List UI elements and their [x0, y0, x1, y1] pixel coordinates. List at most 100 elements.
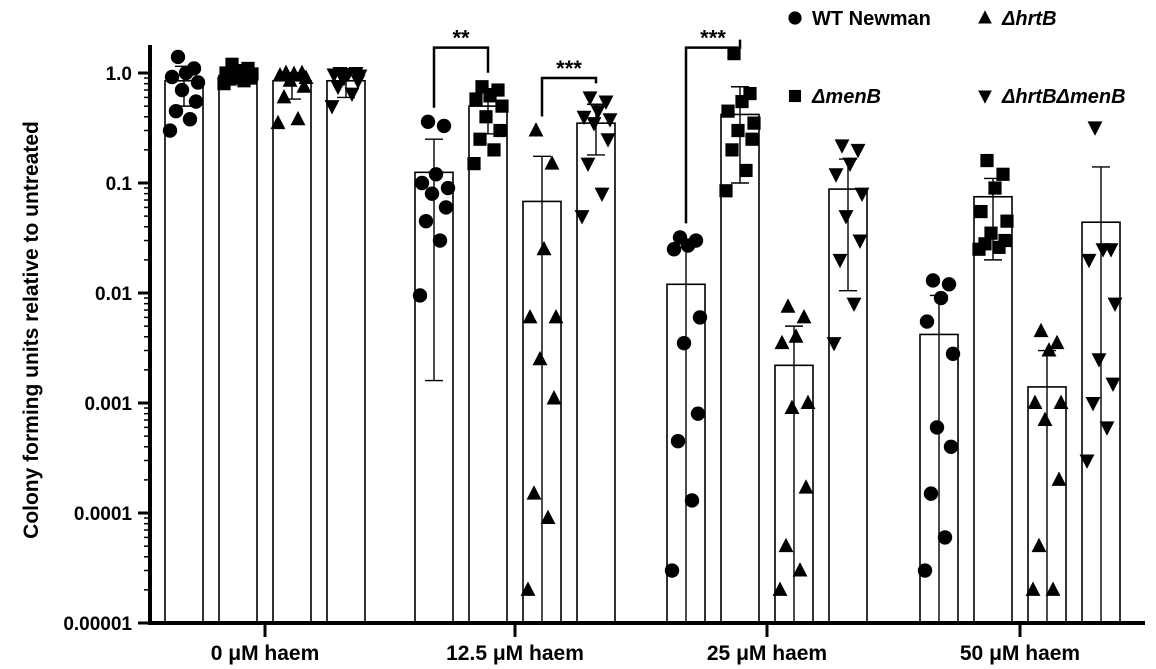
data-point	[974, 204, 988, 219]
data-point	[576, 110, 592, 126]
data-point	[440, 180, 456, 196]
data-point	[190, 75, 206, 90]
legend-marker	[788, 11, 802, 25]
data-point	[1049, 334, 1065, 350]
data-point	[1000, 214, 1014, 228]
data-point	[1087, 121, 1103, 136]
legend-label: ΔhrtBΔmenB	[1001, 86, 1126, 108]
bar	[720, 113, 760, 624]
data-point	[270, 114, 286, 130]
data-point	[980, 153, 994, 168]
data-point	[1025, 581, 1041, 596]
data-point	[420, 114, 436, 130]
data-point	[838, 210, 854, 225]
data-point	[428, 167, 444, 182]
data-point	[414, 175, 430, 191]
data-point	[772, 581, 788, 596]
data-point	[546, 390, 562, 405]
data-point	[479, 110, 493, 124]
data-point	[996, 167, 1010, 181]
data-point	[296, 78, 312, 93]
data-point	[692, 310, 708, 325]
data-point	[919, 314, 935, 329]
data-point	[467, 157, 481, 171]
y-tick-label: 0.0001	[74, 504, 133, 525]
data-point	[582, 91, 598, 106]
data-point	[676, 335, 692, 351]
data-point	[526, 485, 542, 500]
data-point	[1037, 411, 1053, 427]
data-point	[162, 123, 178, 138]
data-point	[344, 87, 360, 102]
data-point	[998, 233, 1012, 248]
significance-annotations: ********	[432, 26, 742, 224]
significance-label: ***	[700, 26, 726, 51]
significance-label: **	[452, 26, 470, 51]
data-point	[278, 64, 294, 79]
data-point	[586, 117, 602, 132]
y-tick-label: 0.1	[106, 174, 133, 195]
data-point	[540, 509, 556, 525]
data-point	[225, 57, 239, 71]
data-point	[796, 309, 812, 324]
x-tick-label: 12.5 μM haem	[446, 642, 584, 665]
data-point	[600, 133, 616, 148]
data-point	[834, 139, 850, 154]
data-point	[520, 581, 536, 596]
data-point	[1031, 537, 1047, 553]
data-point	[495, 99, 509, 113]
data-point	[174, 82, 190, 98]
legend-marker	[978, 90, 992, 104]
data-point	[491, 83, 505, 97]
data-point	[798, 479, 814, 494]
data-point	[1081, 253, 1097, 269]
data-point	[1105, 377, 1121, 393]
data-point	[182, 112, 198, 127]
data-point	[348, 67, 364, 82]
data-point	[1045, 581, 1061, 596]
data-point	[188, 94, 204, 109]
data-point	[743, 86, 757, 101]
legend-label: ΔmenB	[811, 86, 881, 108]
data-point	[276, 89, 292, 104]
data-point	[792, 562, 808, 577]
bar	[576, 122, 616, 624]
data-point	[945, 346, 961, 362]
data-point	[469, 92, 483, 106]
data-point	[1107, 297, 1123, 313]
data-point	[731, 123, 745, 138]
significance-bracket	[684, 39, 742, 224]
data-point	[1085, 397, 1101, 412]
data-point	[725, 143, 739, 157]
data-point	[727, 47, 741, 61]
data-point	[424, 186, 440, 201]
data-point	[923, 486, 939, 501]
legend-marker	[788, 89, 802, 103]
data-point	[602, 113, 618, 128]
data-point	[1091, 353, 1107, 368]
y-axis-title-group: Colony forming units relative to untreat…	[20, 121, 43, 539]
data-point	[826, 337, 842, 352]
significance-label: ***	[556, 56, 582, 81]
data-point	[688, 233, 704, 248]
data-point	[828, 168, 844, 183]
data-point	[574, 210, 590, 225]
bar	[272, 79, 312, 624]
data-point	[988, 181, 1002, 195]
data-point	[164, 69, 180, 85]
data-point	[854, 187, 870, 203]
data-point	[186, 61, 202, 76]
data-point	[548, 309, 564, 324]
data-point	[590, 105, 606, 120]
data-point	[747, 116, 761, 130]
data-point	[1041, 342, 1057, 357]
data-point	[842, 157, 858, 173]
data-point	[324, 100, 340, 115]
legend-marker	[978, 10, 992, 24]
data-point	[536, 240, 552, 256]
data-point	[412, 288, 428, 303]
data-point	[432, 233, 448, 248]
data-point	[984, 226, 998, 240]
data-point	[721, 104, 735, 118]
